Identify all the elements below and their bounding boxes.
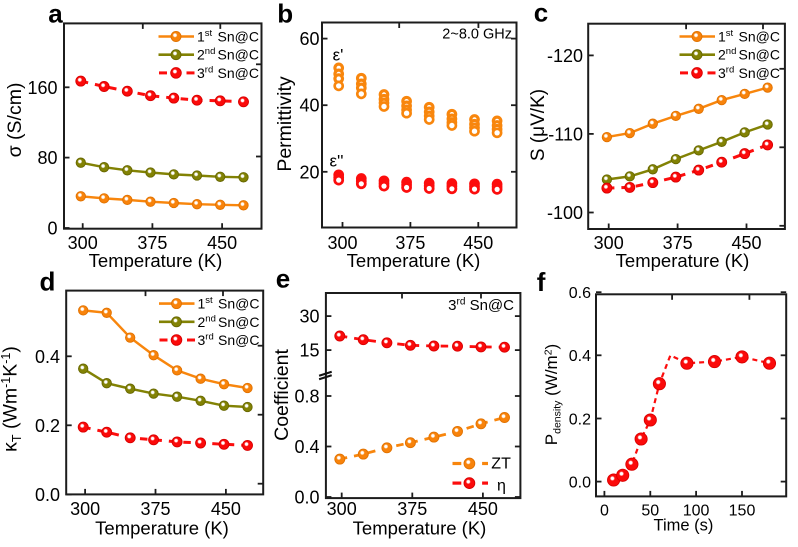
svg-text:450: 450 [207,233,237,253]
svg-text:Temperature (K): Temperature (K) [95,518,229,539]
svg-text:Time (s): Time (s) [654,517,714,535]
svg-text:300: 300 [327,499,357,519]
svg-text:Temperature (K): Temperature (K) [347,250,481,271]
svg-text:κT (Wm-1K-1): κT (Wm-1K-1) [0,346,24,452]
svg-text:3rd Sn@C: 3rd Sn@C [448,297,514,315]
svg-text:e: e [276,264,290,294]
svg-text:Temperature (K): Temperature (K) [616,250,750,271]
svg-text:Permittivity: Permittivity [274,76,296,172]
svg-text:Sn@C: Sn@C [218,314,259,330]
svg-text:f: f [537,267,546,297]
svg-text:0.2: 0.2 [35,416,60,436]
svg-text:Coefficient: Coefficient [271,349,293,441]
svg-text:Temperature (K): Temperature (K) [89,250,223,271]
svg-text:450: 450 [463,233,493,253]
svg-text:40: 40 [299,96,319,116]
svg-text:80: 80 [37,148,57,168]
svg-text:0: 0 [47,219,57,239]
svg-text:2~8.0 GHz: 2~8.0 GHz [442,27,512,43]
svg-text:Sn@C: Sn@C [218,332,259,348]
svg-text:σ (S/cm): σ (S/cm) [4,83,26,158]
svg-text:Sn@C: Sn@C [739,47,780,63]
svg-text:0.6: 0.6 [569,285,591,302]
svg-text:b: b [277,0,293,29]
svg-text:0.8: 0.8 [294,387,319,407]
svg-text:15: 15 [299,341,319,361]
svg-text:150: 150 [729,503,756,520]
svg-text:300: 300 [68,233,98,253]
svg-text:0.4: 0.4 [35,347,60,367]
svg-text:300: 300 [327,233,357,253]
svg-text:300: 300 [594,233,624,253]
svg-text:η: η [497,478,506,495]
svg-text:375: 375 [663,233,693,253]
svg-text:ε'': ε'' [329,152,343,171]
svg-text:0.0: 0.0 [569,474,591,491]
svg-text:450: 450 [211,499,241,519]
svg-text:S (μV/K): S (μV/K) [528,89,549,161]
svg-text:ε': ε' [333,46,344,65]
svg-text:375: 375 [395,233,425,253]
svg-text:0.4: 0.4 [569,348,591,365]
svg-text:Sn@C: Sn@C [218,29,259,45]
svg-text:50: 50 [641,503,659,520]
svg-text:c: c [534,0,548,28]
svg-text:Sn@C: Sn@C [218,47,259,63]
svg-text:-110: -110 [548,124,583,144]
svg-text:Sn@C: Sn@C [739,65,780,81]
svg-text:0.0: 0.0 [294,488,319,508]
svg-text:375: 375 [137,233,167,253]
svg-text:300: 300 [70,499,100,519]
svg-text:Sn@C: Sn@C [218,65,259,81]
svg-text:Sn@C: Sn@C [739,29,780,45]
svg-text:450: 450 [468,499,498,519]
svg-text:ZT: ZT [491,456,511,473]
svg-text:375: 375 [397,499,427,519]
svg-text:450: 450 [731,233,761,253]
svg-text:0.4: 0.4 [294,437,319,457]
svg-text:30: 30 [299,307,319,327]
svg-text:0.0: 0.0 [35,485,60,505]
svg-text:100: 100 [683,503,710,520]
svg-text:160: 160 [27,78,57,98]
svg-text:60: 60 [299,29,319,49]
svg-text:a: a [48,0,63,29]
svg-text:0: 0 [600,503,609,520]
svg-text:Temperature (K): Temperature (K) [353,518,487,539]
svg-text:-100: -100 [547,203,583,223]
svg-text:0.2: 0.2 [569,411,591,428]
svg-text:Sn@C: Sn@C [218,296,259,312]
svg-text:d: d [40,267,56,297]
svg-text:20: 20 [299,162,319,182]
svg-text:375: 375 [140,499,170,519]
svg-text:-120: -120 [547,46,583,66]
